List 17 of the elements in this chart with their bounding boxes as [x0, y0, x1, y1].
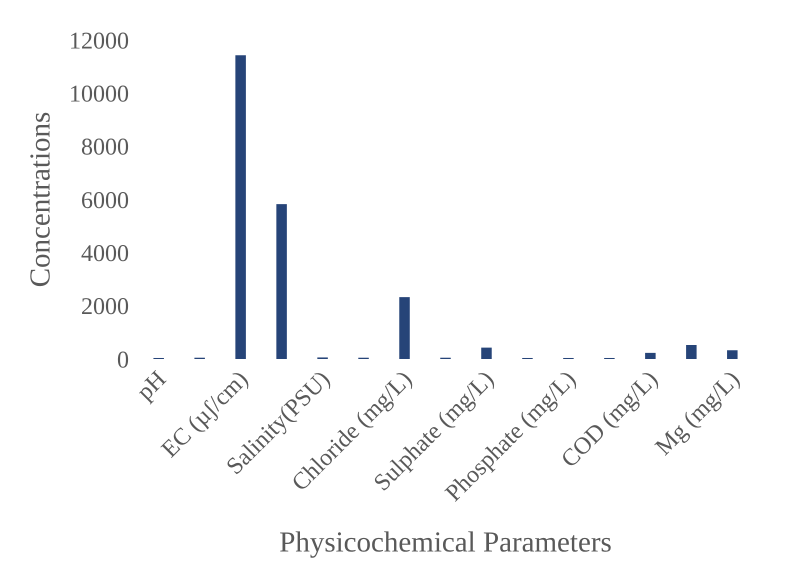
- bar: [686, 344, 697, 359]
- y-tick-label: 4000: [81, 241, 129, 268]
- bar: [481, 348, 492, 359]
- y-tick-label: 6000: [81, 188, 129, 214]
- bar: [645, 352, 656, 359]
- bar: [727, 350, 738, 359]
- x-tick-label: pH: [132, 366, 172, 406]
- y-tick-label: 10000: [69, 82, 129, 108]
- y-tick-label: 2000: [81, 294, 129, 320]
- bar: [276, 204, 287, 359]
- y-tick-label: 8000: [81, 134, 129, 161]
- bar: [399, 297, 410, 359]
- x-axis-title: Physicochemical Parameters: [279, 526, 612, 559]
- y-tick-label: 12000: [69, 28, 129, 54]
- y-axis-title: Concentrations: [24, 112, 56, 288]
- bar: [235, 55, 246, 359]
- y-tick-label: 0: [117, 347, 129, 374]
